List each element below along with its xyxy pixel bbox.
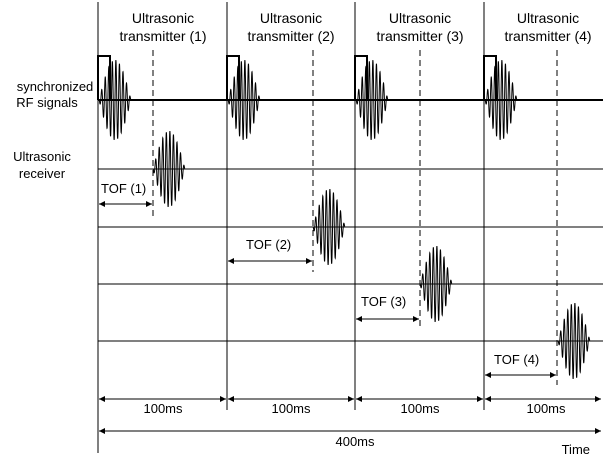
rf-sync-pulse-1 <box>97 55 111 100</box>
receiver-label-line1: Ultrasonic <box>13 149 71 164</box>
rf-signals-label-line1: synchronized <box>17 79 94 94</box>
tof-arrow-1 <box>99 201 152 207</box>
tx-burst-2 <box>227 60 261 140</box>
interval-arrow-1 <box>99 396 226 402</box>
rx-burst-4 <box>557 303 591 379</box>
tof-label-1: TOF (1) <box>101 181 146 196</box>
rf-sync-pulse-3 <box>354 55 368 100</box>
interval-arrow-3 <box>356 396 483 402</box>
tof-label-3: TOF (3) <box>361 294 406 309</box>
tof-arrow-2 <box>228 258 312 264</box>
tx-burst-3 <box>355 60 389 140</box>
tx-burst-1 <box>98 60 132 140</box>
transmitter-1-heading-line2: transmitter (1) <box>119 28 206 44</box>
tof-label-2: TOF (2) <box>246 237 291 252</box>
tof-label-4: TOF (4) <box>494 352 539 367</box>
tof-arrow-4 <box>485 372 556 378</box>
transmitter-3-heading-line1: Ultrasonic <box>389 10 451 26</box>
interval-label-2: 100ms <box>271 401 311 416</box>
interval-arrow-2 <box>228 396 354 402</box>
time-axis-label: Time <box>562 442 590 457</box>
rf-sync-pulse-4 <box>483 55 497 100</box>
interval-label-1: 100ms <box>143 401 183 416</box>
interval-label-4: 100ms <box>526 401 566 416</box>
tof-arrow-3 <box>356 316 419 322</box>
transmitter-2-heading-line1: Ultrasonic <box>260 10 322 26</box>
rx-burst-3 <box>419 246 453 322</box>
transmitter-3-heading-line2: transmitter (3) <box>376 28 463 44</box>
total-period-arrow <box>99 428 601 434</box>
rx-burst-1 <box>152 131 186 207</box>
rf-sync-pulse-2 <box>226 55 240 100</box>
total-period-label: 400ms <box>335 434 375 449</box>
transmitter-2-heading-line2: transmitter (2) <box>247 28 334 44</box>
interval-arrow-4 <box>485 396 601 402</box>
rx-burst-2 <box>312 189 346 265</box>
interval-label-3: 100ms <box>400 401 440 416</box>
receiver-label-line2: receiver <box>19 166 66 181</box>
transmitter-4-heading-line2: transmitter (4) <box>504 28 591 44</box>
transmitter-4-heading-line1: Ultrasonic <box>517 10 579 26</box>
rf-signals-label-line2: RF signals <box>16 95 78 110</box>
transmitter-1-heading-line1: Ultrasonic <box>132 10 194 26</box>
tx-burst-4 <box>484 60 518 140</box>
